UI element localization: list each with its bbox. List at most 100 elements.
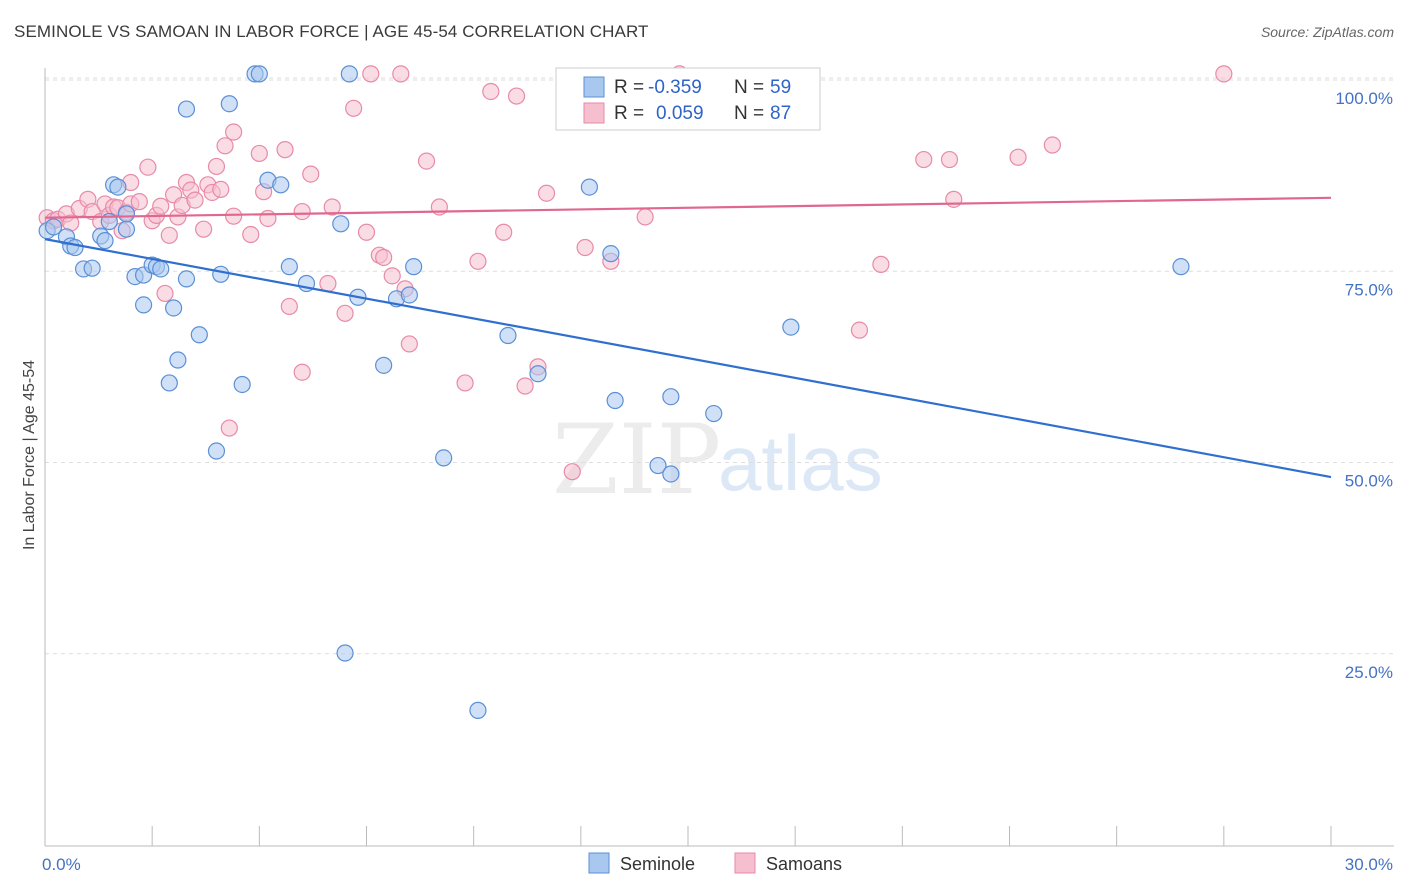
seminole-point <box>405 258 423 276</box>
samoans-point <box>139 158 157 176</box>
samoans-point <box>323 198 341 216</box>
seminole-point <box>336 644 354 662</box>
stats-legend: R = -0.359 N = 59 R = 0.059 N = 87 <box>555 67 821 131</box>
legend-r-value-seminole: -0.359 <box>648 77 702 98</box>
samoans-point <box>345 99 363 117</box>
samoans-point <box>495 223 513 241</box>
seminole-point <box>602 245 620 263</box>
chart-title: SEMINOLE VS SAMOAN IN LABOR FORCE | AGE … <box>14 22 649 41</box>
y-tick-label: 100.0% <box>1335 89 1393 108</box>
y-tick-labels: 100.0% 75.0% 50.0% 25.0% <box>1335 89 1393 682</box>
samoans-point <box>293 363 311 381</box>
samoans-point <box>195 220 213 238</box>
samoans-point <box>220 419 238 437</box>
samoans-point <box>383 267 401 285</box>
samoans-point <box>516 377 534 395</box>
x-ticks <box>44 826 1332 846</box>
seminole-point <box>529 365 547 383</box>
seminole-point <box>117 220 136 238</box>
samoans-point <box>1009 148 1027 166</box>
seminole-point <box>662 388 680 406</box>
samoans-point <box>850 321 869 339</box>
seminole-point <box>66 238 84 257</box>
samoans-point <box>242 225 260 244</box>
seminole-point <box>705 404 723 423</box>
samoans-point <box>319 274 337 293</box>
seminole-point <box>272 176 290 194</box>
seminole-point <box>109 178 127 196</box>
seminole-point <box>1172 258 1190 276</box>
bottom-legend-swatch-seminole <box>588 852 610 874</box>
samoans-point <box>563 463 581 481</box>
samoans-point <box>940 150 959 169</box>
y-tick-label: 25.0% <box>1345 663 1393 682</box>
samoans-point <box>336 304 354 322</box>
samoans-point <box>872 255 890 273</box>
samoans-point <box>507 87 526 105</box>
bottom-legend-label-seminole: Seminole <box>620 854 695 874</box>
legend-r-label-samoans: R = <box>614 103 644 124</box>
seminole-point <box>280 258 298 276</box>
seminole-point <box>220 95 238 113</box>
y-axis-title: In Labor Force | Age 45-54 <box>21 360 38 550</box>
seminole-point <box>233 375 251 394</box>
legend-swatch-seminole <box>583 76 605 98</box>
seminole-point <box>400 286 418 304</box>
legend-r-value-samoans: 0.059 <box>656 103 704 124</box>
source-label: Source: ZipAtlas.com <box>1260 24 1394 40</box>
seminole-point <box>169 351 187 369</box>
samoans-point <box>156 284 174 303</box>
series-legend: Seminole Samoans <box>588 852 842 874</box>
samoans-point <box>537 184 556 202</box>
seminole-point <box>375 356 393 374</box>
samoans-point <box>225 123 243 141</box>
samoans-point <box>293 202 311 221</box>
seminole-point <box>332 215 350 233</box>
samoans-trend-line <box>44 196 1332 219</box>
samoans-point <box>225 207 243 225</box>
x-tick-label: 30.0% <box>1345 855 1393 874</box>
samoans-point <box>302 165 320 183</box>
trend-lines <box>44 196 1332 479</box>
samoans-point <box>400 335 418 353</box>
x-tick-labels: 0.0% 30.0% <box>42 855 1393 874</box>
samoans-point <box>259 209 277 228</box>
watermark-zip: ZIP <box>552 404 721 516</box>
seminole-point <box>782 318 800 336</box>
samoans-point <box>417 152 436 170</box>
samoans-point <box>357 223 376 241</box>
seminole-point <box>160 374 178 392</box>
samoans-point <box>945 190 963 208</box>
seminole-point <box>190 326 208 344</box>
samoans-point <box>915 150 933 169</box>
samoans-point <box>469 252 487 270</box>
seminole-point <box>469 701 487 719</box>
seminole-point <box>117 205 136 223</box>
seminole-point <box>177 100 196 118</box>
samoans-point <box>375 248 393 267</box>
seminole-point <box>340 65 358 83</box>
samoans-point <box>130 193 148 211</box>
samoans-point <box>280 297 298 316</box>
legend-n-value-seminole: 59 <box>770 77 791 98</box>
samoans-point <box>186 191 204 209</box>
seminole-point <box>499 326 517 345</box>
seminole-points <box>38 65 1190 719</box>
samoans-point <box>456 374 474 392</box>
samoans-point <box>1043 136 1061 154</box>
samoans-point <box>576 238 594 257</box>
seminole-point <box>580 178 599 196</box>
legend-n-label-seminole: N = <box>734 77 764 98</box>
samoans-point <box>160 226 178 244</box>
bottom-legend-label-samoans: Samoans <box>766 854 842 874</box>
bottom-legend-swatch-samoans <box>734 852 756 874</box>
samoans-point <box>392 65 410 83</box>
seminole-point <box>177 270 196 288</box>
seminole-point <box>649 456 667 475</box>
samoans-point <box>216 137 234 155</box>
y-tick-label: 75.0% <box>1345 280 1393 299</box>
axes <box>44 68 1394 847</box>
seminole-point <box>165 299 183 317</box>
samoans-point <box>276 141 294 159</box>
